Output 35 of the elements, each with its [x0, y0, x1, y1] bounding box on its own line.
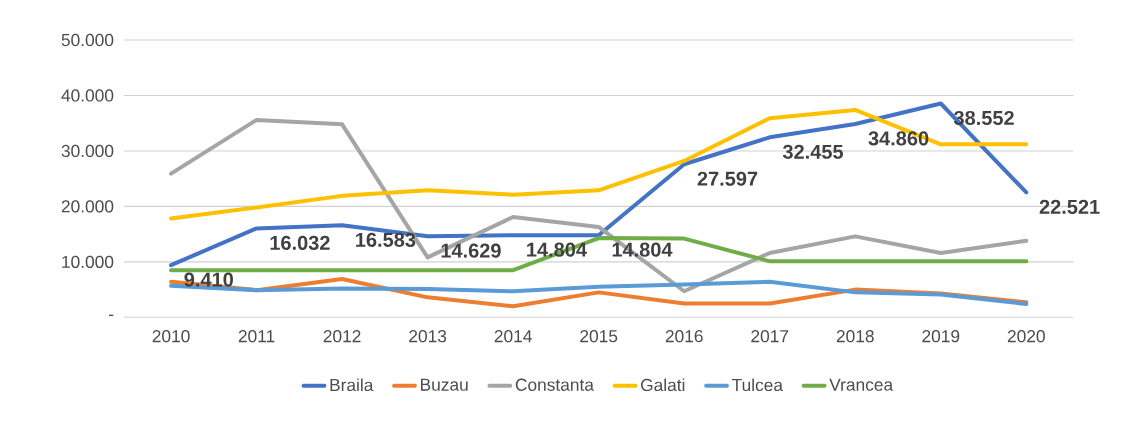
x-tick-label: 2018 — [836, 329, 874, 343]
data-label: 16.032 — [270, 235, 330, 250]
y-tick-label: - — [108, 314, 114, 316]
x-tick-label: 2017 — [751, 329, 789, 343]
y-tick-label: 10.000 — [62, 255, 114, 268]
x-tick-label: 2014 — [494, 329, 532, 343]
y-tick-label: 40.000 — [61, 89, 114, 102]
data-label: 38.552 — [953, 110, 1014, 125]
data-label: 27.597 — [697, 171, 758, 186]
x-tick-label: 2019 — [922, 329, 960, 343]
y-tick-label: 50.000 — [61, 33, 114, 46]
legend-label: Tulcea — [732, 378, 783, 391]
data-label: 16.583 — [356, 232, 416, 247]
data-label: 22.521 — [1039, 199, 1100, 214]
data-label: 14.804 — [612, 242, 673, 257]
x-tick-label: 2010 — [152, 329, 190, 343]
legend-label: Galati — [641, 378, 685, 391]
y-tick-label: 20.000 — [61, 200, 114, 213]
line-series — [169, 107, 1029, 221]
y-tick-label: 30.000 — [61, 144, 114, 157]
legend-label: Vrancea — [829, 378, 894, 391]
x-tick-label: 2020 — [1007, 329, 1045, 343]
data-label: 32.455 — [782, 144, 844, 159]
x-tick-label: 2015 — [580, 329, 618, 343]
legend-label: Buzau — [421, 378, 468, 391]
x-tick-label: 2013 — [409, 329, 447, 343]
data-label: 34.860 — [868, 131, 929, 146]
x-tick-label: 2011 — [238, 329, 275, 343]
x-tick-label: 2012 — [323, 329, 361, 343]
data-label: 9.410 — [184, 272, 233, 287]
data-label: 14.629 — [441, 243, 501, 258]
x-tick-label: 2016 — [665, 329, 703, 343]
line-series — [169, 101, 1029, 267]
legend-label: Braila — [330, 378, 374, 391]
legend-label: Constanta — [515, 378, 594, 391]
